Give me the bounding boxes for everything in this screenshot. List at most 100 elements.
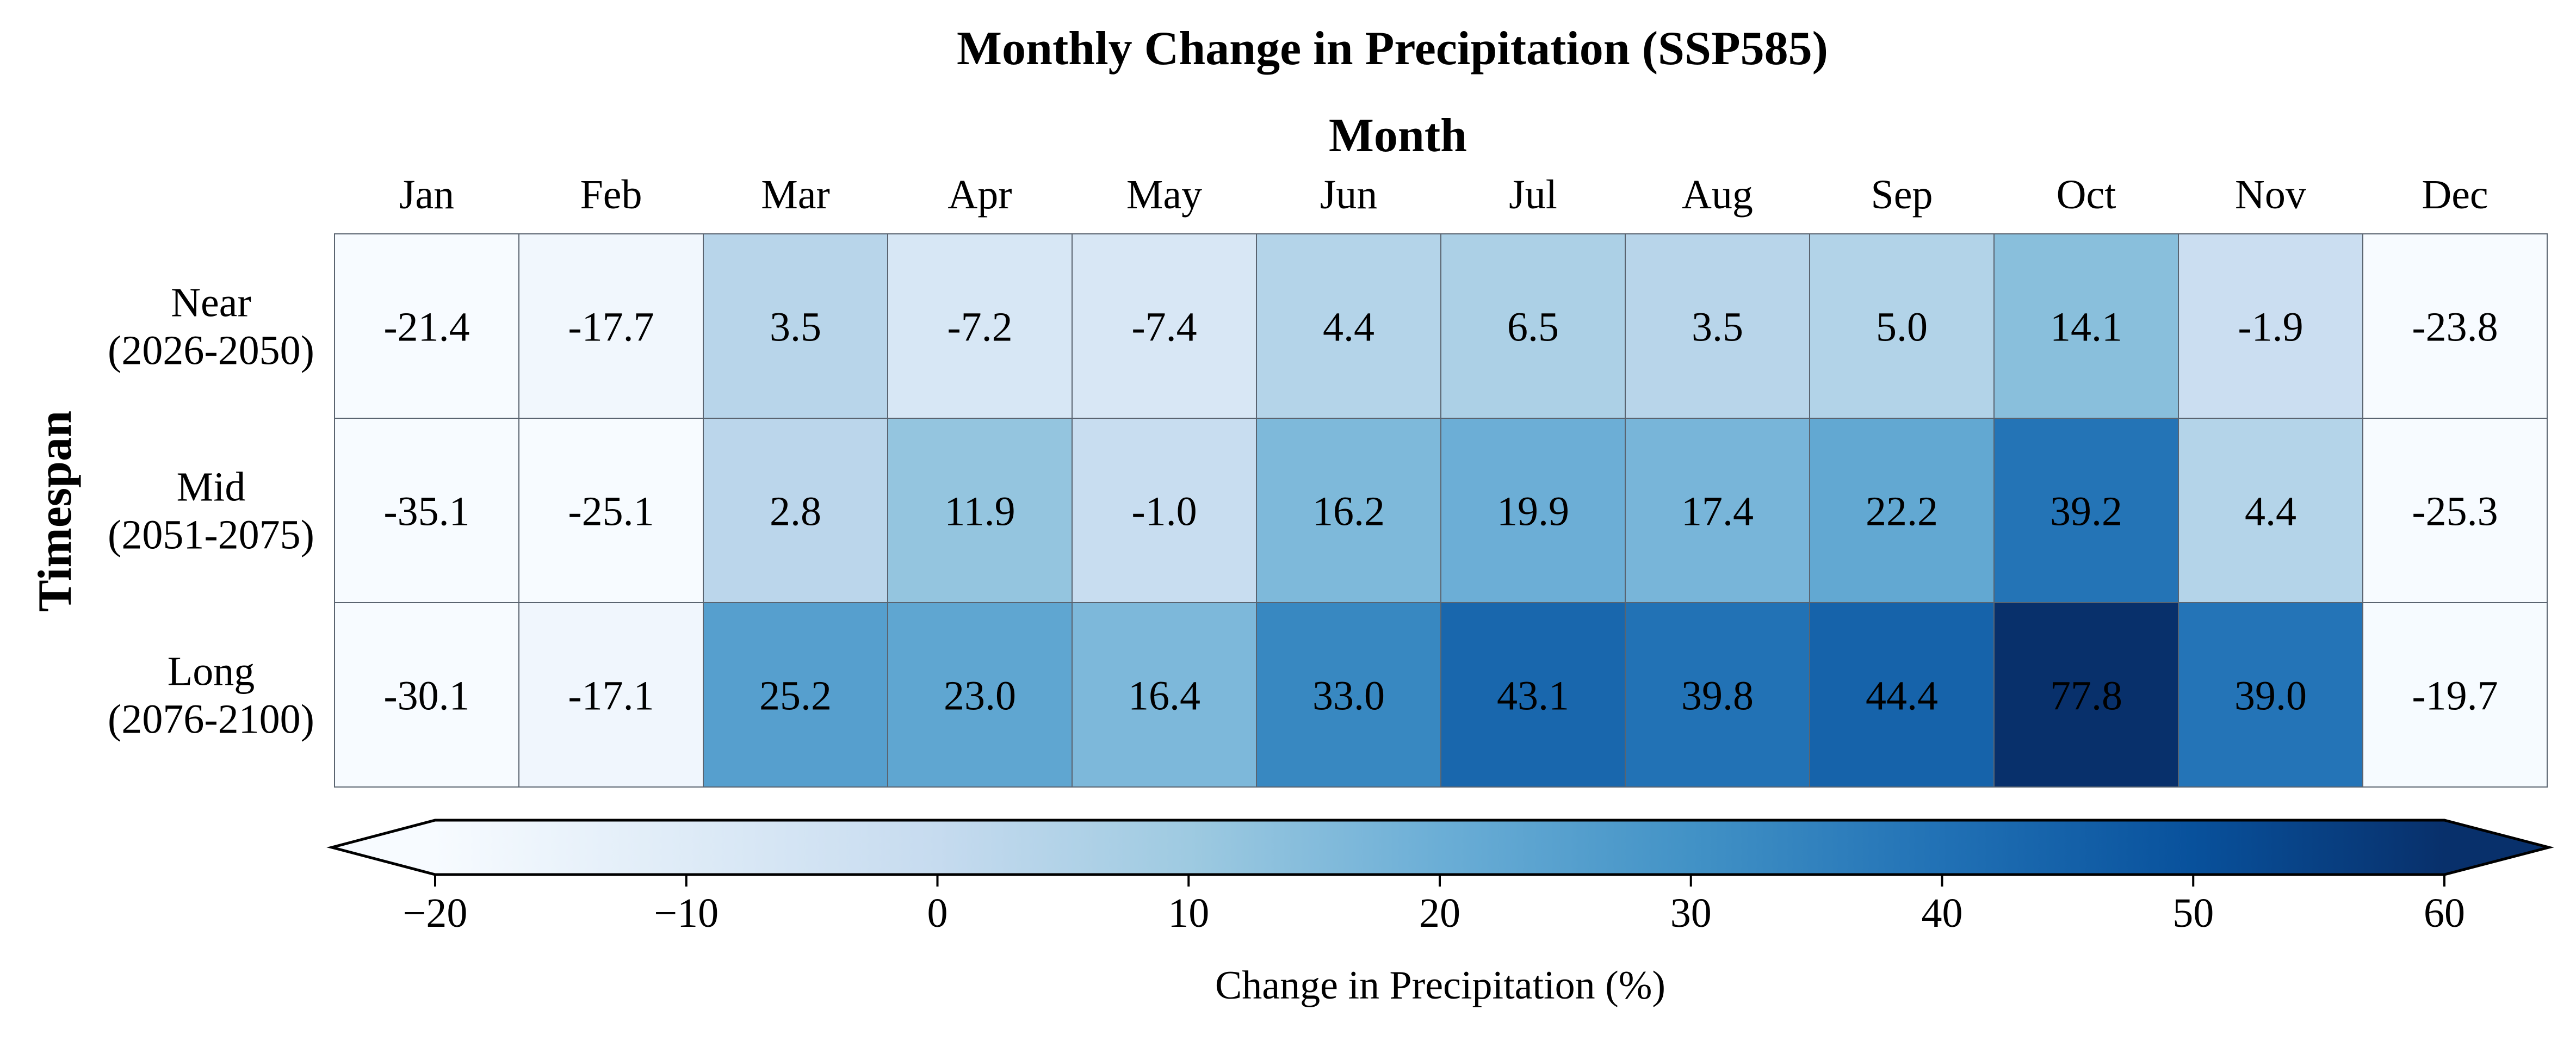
heatmap-cell	[1072, 418, 1257, 603]
colorbar-tick-label: 40	[1922, 890, 1963, 936]
y-tick-label-range: (2026-2050)	[108, 328, 314, 374]
heatmap-cell	[1072, 233, 1257, 419]
cell-value-label: -35.1	[383, 489, 469, 535]
x-tick-label: Jun	[1320, 172, 1378, 218]
heatmap-cell	[518, 233, 704, 419]
heatmap-cell	[1625, 418, 1810, 603]
heatmap-cells	[334, 233, 2548, 788]
colorbar-tick-label: 30	[1670, 890, 1712, 936]
cell-value-label: 14.1	[2050, 305, 2122, 350]
colorbar-tick-label: 20	[1419, 890, 1460, 936]
cell-value-label: 19.9	[1497, 489, 1569, 535]
cell-value-label: 2.8	[770, 489, 821, 535]
colorbar-tick-label: 10	[1168, 890, 1209, 936]
heatmap-cell	[1440, 233, 1626, 419]
cell-value-label: 4.4	[1323, 305, 1374, 350]
x-tick-labels: Jan Feb Mar Apr May Jun Jul Aug Sep Oct Nov Dec	[399, 172, 2488, 218]
heatmap-cell	[2362, 602, 2548, 788]
colorbar-tick-label: −10	[654, 890, 719, 936]
cell-value-label: 16.4	[1128, 673, 1200, 719]
heatmap-cell	[334, 233, 519, 419]
colorbar-tick-label: 0	[927, 890, 948, 936]
heatmap-cell	[1993, 602, 2179, 788]
cell-value-label: -30.1	[383, 673, 469, 719]
heatmap-cell	[2178, 418, 2363, 603]
heatmap-cell	[334, 602, 519, 788]
colorbar-extend-high	[2444, 820, 2549, 875]
x-tick-label: Dec	[2422, 172, 2488, 218]
heatmap-cell	[2178, 602, 2363, 788]
chart-title: Monthly Change in Precipitation (SSP585)	[957, 22, 1828, 75]
colorbar-extend-low	[332, 820, 435, 875]
cell-value-label: 23.0	[944, 673, 1016, 719]
colorbar: −20 −10 0 10 20 30 40 50 60	[326, 819, 2554, 936]
cell-value-label: -23.8	[2412, 305, 2498, 350]
x-tick-label: Jan	[399, 172, 454, 218]
heatmap-cell	[1440, 418, 1626, 603]
cell-value-label: -7.2	[947, 305, 1012, 350]
heatmap-cell	[1256, 418, 1441, 603]
cell-value-label: 11.9	[944, 489, 1015, 535]
cell-value-label: 77.8	[2050, 673, 2122, 719]
x-tick-label: Feb	[580, 172, 642, 218]
cell-value-label: 25.2	[759, 673, 832, 719]
heatmap-cell	[1440, 602, 1626, 788]
cell-value-label: 33.0	[1312, 673, 1385, 719]
y-tick-label-range: (2076-2100)	[108, 697, 314, 742]
cell-value-label: -1.0	[1131, 489, 1197, 535]
heatmap-cell	[518, 602, 704, 788]
cell-value-label: -17.7	[568, 305, 654, 350]
colorbar-tick-label: −20	[403, 890, 468, 936]
cell-value-label: 39.2	[2050, 489, 2122, 535]
heatmap-cell	[1072, 602, 1257, 788]
heatmap-cell	[1993, 418, 2179, 603]
heatmap-cell	[1256, 233, 1441, 419]
x-tick-label: May	[1126, 172, 1202, 218]
x-tick-label: Aug	[1682, 172, 1753, 218]
y-tick-label-name: Long	[168, 649, 255, 695]
x-tick-label: Oct	[2057, 172, 2116, 218]
cell-value-label: -19.7	[2412, 673, 2498, 719]
colorbar-tick-label: 50	[2172, 890, 2214, 936]
cell-value-label: 5.0	[1876, 305, 1928, 350]
cell-value-label: -25.3	[2412, 489, 2498, 535]
heatmap-cell	[1809, 418, 1995, 603]
cell-value-label: 17.4	[1681, 489, 1754, 535]
cell-value-label: -7.4	[1131, 305, 1197, 350]
cell-value-label: 3.5	[770, 305, 821, 350]
cell-value-label: 39.0	[2234, 673, 2307, 719]
cell-value-label: 3.5	[1692, 305, 1743, 350]
x-tick-label: Apr	[948, 172, 1012, 218]
cell-value-label: 44.4	[1866, 673, 1938, 719]
x-tick-label: Jul	[1509, 172, 1557, 218]
x-tick-label: Mar	[761, 172, 830, 218]
y-axis-label: Timespan	[29, 411, 82, 612]
colorbar-label: Change in Precipitation (%)	[1215, 963, 1665, 1008]
cell-value-label: 43.1	[1497, 673, 1569, 719]
heatmap-cell-labels: -21.4 -17.7 3.5 -7.2 -7.4 4.4 6.5 3.5 5.0 14.1 -1.…	[383, 305, 2498, 719]
x-axis-label: Month	[1329, 109, 1467, 162]
y-tick-label-range: (2051-2075)	[108, 512, 314, 558]
heatmap-cell	[1993, 233, 2179, 419]
colorbar-tick-label: 60	[2424, 890, 2465, 936]
heatmap-cell	[887, 418, 1073, 603]
cell-value-label: 4.4	[2245, 489, 2296, 535]
cell-value-label: 16.2	[1312, 489, 1385, 535]
heatmap-cell	[2362, 233, 2548, 419]
heatmap-cell	[703, 418, 888, 603]
y-tick-label-name: Near	[171, 280, 251, 326]
cell-value-label: -1.9	[2238, 305, 2303, 350]
heatmap-cell	[334, 418, 519, 603]
cell-value-label: 6.5	[1507, 305, 1559, 350]
cell-value-label: 22.2	[1866, 489, 1938, 535]
x-tick-label: Sep	[1871, 172, 1933, 218]
cell-value-label: 39.8	[1681, 673, 1754, 719]
heatmap-cell	[1625, 233, 1810, 419]
colorbar-gradient-bar	[435, 820, 2444, 875]
x-tick-label: Nov	[2235, 172, 2306, 218]
heatmap-cell	[703, 233, 888, 419]
heatmap-cell	[887, 233, 1073, 419]
heatmap-cell	[703, 602, 888, 788]
